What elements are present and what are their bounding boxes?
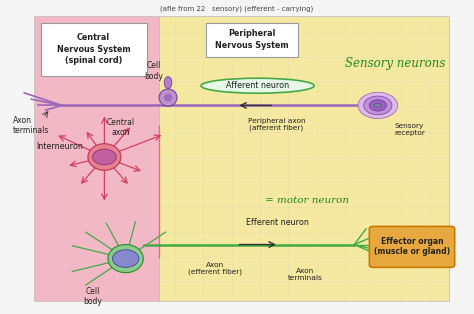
Text: Axon
terminals: Axon terminals	[12, 116, 49, 135]
Text: Efferent neuron: Efferent neuron	[246, 218, 309, 227]
Text: Central
axon: Central axon	[107, 118, 135, 137]
Ellipse shape	[201, 78, 314, 93]
Text: Interneuron: Interneuron	[36, 142, 83, 150]
Text: Axon
terminals: Axon terminals	[287, 268, 322, 281]
Text: (afle from 22   sensory) (efferent - carrying): (afle from 22 sensory) (efferent - carry…	[160, 5, 313, 12]
FancyBboxPatch shape	[41, 23, 147, 76]
Text: Sensory
receptor: Sensory receptor	[394, 122, 425, 136]
Circle shape	[92, 149, 116, 165]
Ellipse shape	[164, 77, 172, 89]
Ellipse shape	[88, 144, 121, 170]
FancyBboxPatch shape	[369, 226, 455, 267]
Circle shape	[369, 100, 386, 111]
Text: = motor neuron: = motor neuron	[264, 196, 349, 205]
Text: Peripheral
Nervous System: Peripheral Nervous System	[215, 30, 288, 50]
Ellipse shape	[164, 94, 172, 101]
Text: Effector organ
(muscle or gland): Effector organ (muscle or gland)	[374, 237, 450, 257]
Text: Axon
(efferent fiber): Axon (efferent fiber)	[188, 262, 242, 275]
Ellipse shape	[374, 104, 382, 107]
Text: Peripheral axon
(afferent fiber): Peripheral axon (afferent fiber)	[247, 118, 305, 132]
Circle shape	[358, 92, 398, 119]
FancyBboxPatch shape	[34, 16, 159, 301]
Ellipse shape	[108, 245, 143, 273]
FancyBboxPatch shape	[206, 23, 298, 57]
Circle shape	[364, 96, 392, 115]
Text: Cell
body: Cell body	[83, 287, 102, 306]
Text: Central
Nervous System
(spinal cord): Central Nervous System (spinal cord)	[57, 33, 130, 65]
Text: Afferent neuron: Afferent neuron	[226, 81, 289, 90]
Text: Sensory neurons: Sensory neurons	[345, 57, 445, 70]
FancyBboxPatch shape	[159, 16, 448, 301]
Ellipse shape	[159, 89, 177, 106]
Text: Cell
body: Cell body	[145, 61, 164, 81]
Circle shape	[112, 250, 139, 267]
